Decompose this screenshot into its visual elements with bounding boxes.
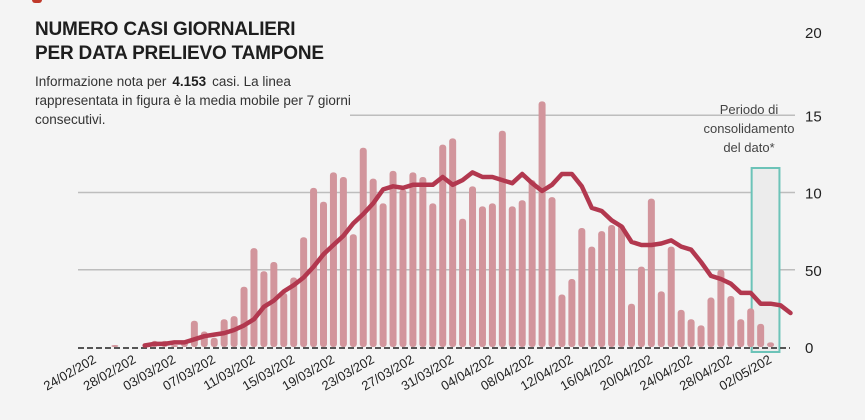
bar-09/04 xyxy=(538,101,546,347)
bar-26/02 xyxy=(111,345,119,347)
bar-15/04 xyxy=(598,231,606,347)
bar-15/03 xyxy=(290,277,298,347)
consolidation-box-group xyxy=(750,167,781,353)
bar-26/03 xyxy=(399,189,407,347)
bar-27/04 xyxy=(717,269,725,347)
bar-25/03 xyxy=(389,170,397,347)
bar-14/04 xyxy=(588,246,596,347)
y-tick-100: 10 xyxy=(805,186,822,203)
bar-04/04 xyxy=(488,203,496,347)
subtitle-pre: Informazione nota per xyxy=(35,74,167,89)
bar-21/03 xyxy=(349,234,357,347)
bar-13/04 xyxy=(578,228,586,347)
note-line-3: del dato* xyxy=(723,140,775,155)
bar-23/04 xyxy=(677,309,685,347)
case-count: 4.153 xyxy=(172,74,207,89)
moving-average-group xyxy=(142,170,793,348)
moving-average-line xyxy=(142,170,793,348)
bar-25/04 xyxy=(697,325,705,347)
bar-18/03 xyxy=(320,201,328,347)
bar-16/04 xyxy=(608,224,616,347)
note-line-1: Periodo di xyxy=(719,102,779,117)
bar-01/05 xyxy=(757,323,765,347)
bar-23/03 xyxy=(369,178,377,347)
y-tick-50: 50 xyxy=(805,263,822,280)
subtitle-post: casi. La linea rappresentata in figura è… xyxy=(35,74,351,127)
bar-19/03 xyxy=(329,172,337,347)
bar-10/03 xyxy=(240,286,248,347)
bar-24/04 xyxy=(687,319,695,347)
bar-28/04 xyxy=(727,296,735,347)
note-line-2: consolidamento xyxy=(703,121,795,136)
y-tick-150: 15 xyxy=(805,108,822,125)
bar-07/04 xyxy=(518,200,526,347)
bars xyxy=(111,101,775,347)
title-line-2: PER DATA PRELIEVO TAMPONE xyxy=(35,43,324,64)
y-tick-0: 0 xyxy=(805,340,813,357)
bar-07/03 xyxy=(210,337,218,347)
bar-06/04 xyxy=(508,206,516,347)
x-tick-labels: 24/02/20228/02/20203/03/20207/03/20211/0… xyxy=(41,352,774,394)
bar-01/04 xyxy=(459,218,467,347)
y-tick-200: 20 xyxy=(805,25,822,42)
bar-12/04 xyxy=(568,279,576,347)
chart-subtitle: Informazione nota per 4.153 casi. La linea… xyxy=(35,72,365,129)
bar-22/03 xyxy=(359,147,367,347)
chart-title: NUMERO CASI GIORNALIERI PER DATA PRELIEV… xyxy=(35,18,324,66)
bar-02/04 xyxy=(469,186,477,347)
bar-31/03 xyxy=(449,138,457,347)
bar-28/03 xyxy=(419,177,427,347)
bar-03/04 xyxy=(478,206,486,347)
bar-05/04 xyxy=(498,130,506,347)
title-line-1: NUMERO CASI GIORNALIERI xyxy=(35,19,296,40)
bar-30/04 xyxy=(747,308,755,347)
bar-16/03 xyxy=(300,237,308,347)
y-tick-labels: 0 50 10 15 20 xyxy=(805,25,822,357)
bar-26/04 xyxy=(707,297,715,347)
bar-27/03 xyxy=(409,172,417,347)
bar-14/03 xyxy=(280,292,288,347)
consolidation-box xyxy=(750,167,781,353)
bar-30/03 xyxy=(439,144,447,347)
bar-24/03 xyxy=(379,203,387,347)
bar-02/05 xyxy=(767,342,775,347)
bar-05/03 xyxy=(190,320,198,347)
bar-29/03 xyxy=(429,203,437,347)
bar-03/03 xyxy=(170,345,178,347)
consolidation-note: Periodo di consolidamento del dato* xyxy=(690,100,808,157)
bar-19/04 xyxy=(637,266,645,347)
bar-13/03 xyxy=(270,262,278,347)
bar-17/04 xyxy=(618,224,626,347)
bar-11/04 xyxy=(558,294,566,347)
bar-22/04 xyxy=(667,246,675,347)
bar-08/04 xyxy=(528,180,536,347)
bar-29/04 xyxy=(737,319,745,347)
bar-18/04 xyxy=(627,303,635,347)
bar-21/04 xyxy=(657,291,665,347)
grid xyxy=(78,114,795,271)
bar-20/04 xyxy=(647,198,655,347)
bar-20/03 xyxy=(339,177,347,347)
bar-10/04 xyxy=(548,197,556,347)
brand-mark xyxy=(32,0,42,3)
bar-11/03 xyxy=(250,248,258,347)
